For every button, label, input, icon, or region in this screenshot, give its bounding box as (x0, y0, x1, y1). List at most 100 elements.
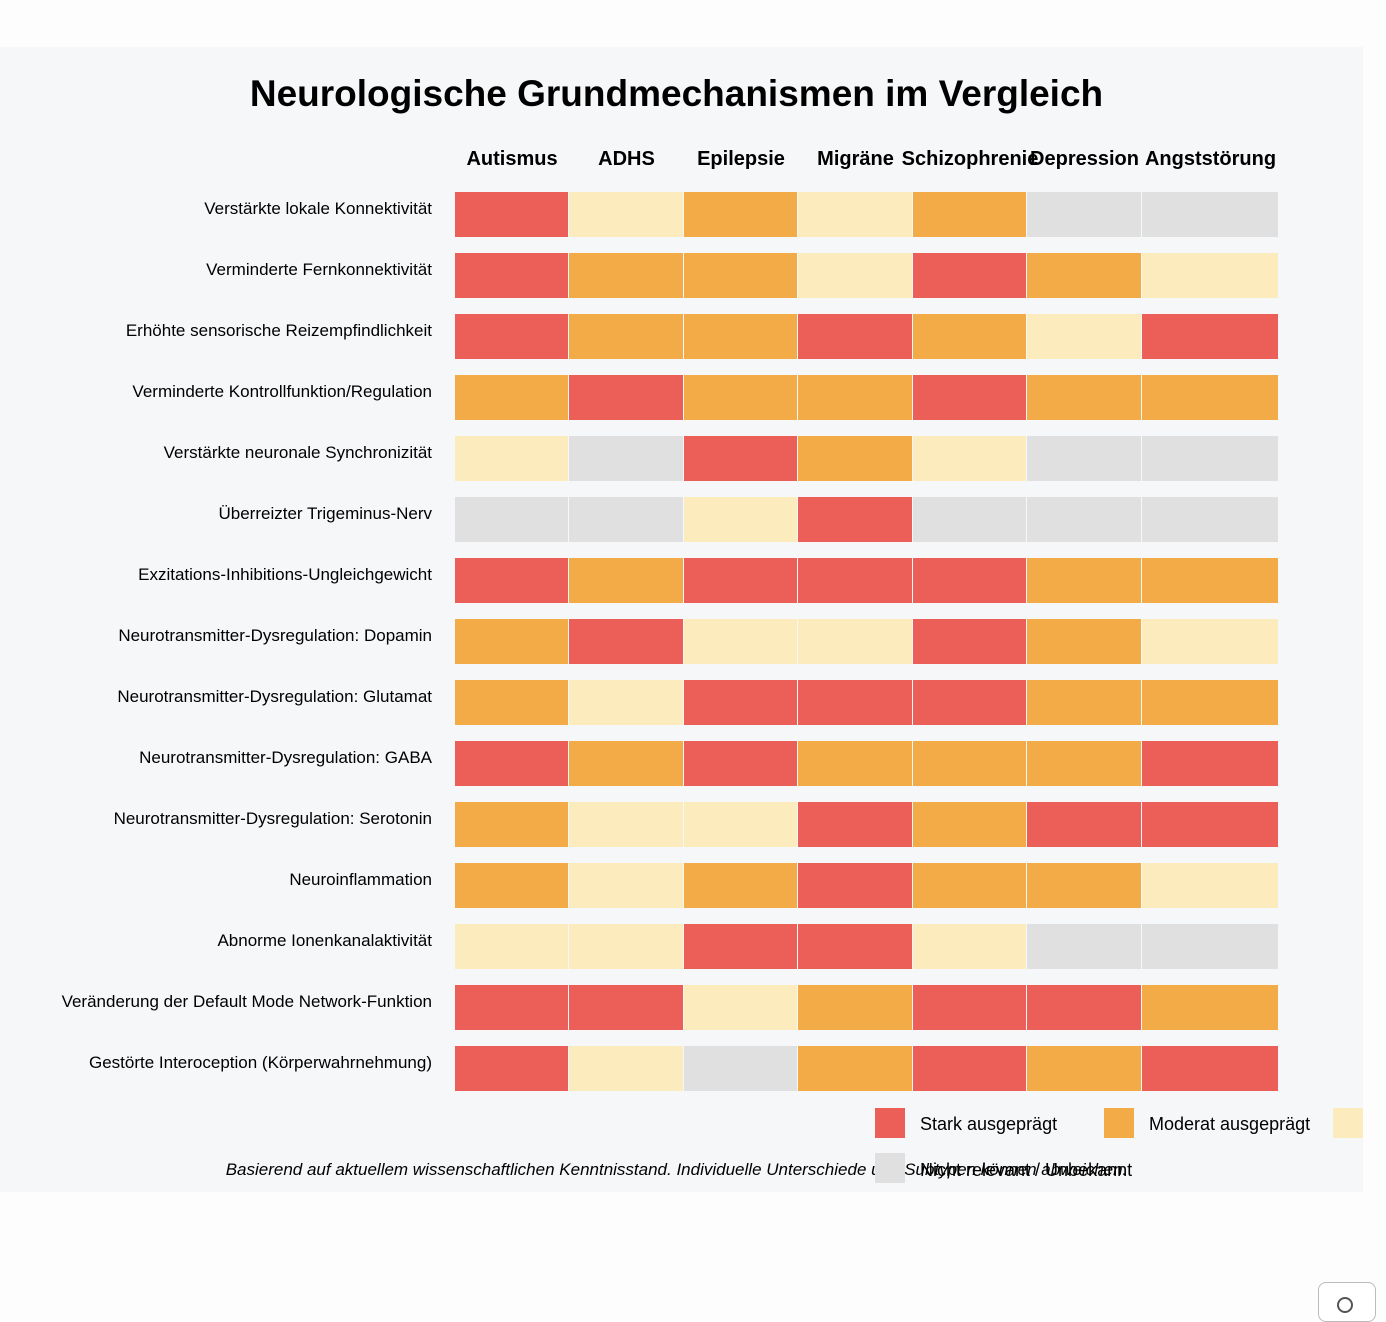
heatmap-cell (684, 314, 797, 359)
heatmap-cell (913, 497, 1026, 542)
heatmap-cell (455, 1046, 568, 1091)
heatmap-cell (1142, 741, 1278, 786)
heatmap-cell (684, 863, 797, 908)
heatmap-cell (798, 680, 912, 725)
heatmap-cell (684, 253, 797, 298)
heatmap-cell (913, 375, 1026, 420)
heatmap-cell (455, 436, 568, 481)
search-button[interactable] (1318, 1282, 1376, 1322)
heatmap-cell (684, 497, 797, 542)
heatmap-cell (913, 802, 1026, 847)
heatmap-cell (569, 985, 683, 1030)
heatmap-cell (798, 375, 912, 420)
heatmap-cell (1027, 558, 1141, 603)
heatmap-cell (913, 741, 1026, 786)
heatmap-cell (684, 985, 797, 1030)
row-label: Verstärkte neuronale Synchronizität (163, 443, 432, 462)
heatmap-cell (684, 192, 797, 237)
chart-title: Neurologische Grundmechanismen im Vergle… (249, 73, 1104, 114)
heatmap-cell (798, 192, 912, 237)
row-label: Gestörte Interoception (Körperwahrnehmun… (88, 1053, 432, 1072)
legend-label: Nicht relevant / Unbekannt (920, 1160, 1133, 1180)
heatmap-cell (1142, 375, 1278, 420)
heatmap-cell (455, 497, 568, 542)
heatmap-cell (1142, 314, 1278, 359)
heatmap-cell (1142, 985, 1278, 1030)
heatmap-cell (455, 680, 568, 725)
heatmap-cell (1027, 192, 1141, 237)
row-label: Überreizter Trigeminus-Nerv (218, 504, 433, 523)
heatmap-cell (569, 741, 683, 786)
heatmap-cell (569, 558, 683, 603)
heatmap-cell (1142, 680, 1278, 725)
heatmap-cell (569, 192, 683, 237)
row-label: Exzitations-Inhibitions-Ungleichgewicht (138, 565, 432, 584)
column-header: Schizophrenie (901, 148, 1039, 170)
heatmap-cell (798, 1046, 912, 1091)
heatmap-cell (569, 680, 683, 725)
column-header: Depression (1030, 148, 1139, 170)
row-label: Neurotransmitter-Dysregulation: Glutamat (117, 687, 432, 706)
heatmap-cell (1027, 924, 1141, 969)
heatmap-cell (569, 1046, 683, 1091)
heatmap-cell (684, 802, 797, 847)
heatmap-cell (1027, 497, 1141, 542)
heatmap-cell (455, 314, 568, 359)
heatmap-cell (913, 558, 1026, 603)
heatmap-cell (798, 985, 912, 1030)
heatmap-cell (1142, 558, 1278, 603)
column-header: Angststörung (1144, 148, 1277, 170)
heatmap-cell (798, 924, 912, 969)
heatmap-cell (913, 680, 1026, 725)
heatmap-cell (1142, 802, 1278, 847)
heatmap-cell (569, 253, 683, 298)
heatmap-cell (798, 863, 912, 908)
heatmap-cell (569, 619, 683, 664)
heatmap-cell (798, 802, 912, 847)
legend-label: Moderat ausgeprägt (1149, 1114, 1311, 1134)
legend-label: Stark ausgeprägt (920, 1114, 1058, 1134)
heatmap-cell (913, 192, 1026, 237)
heatmap-cell (1027, 741, 1141, 786)
heatmap-cell (798, 619, 912, 664)
heatmap-cell (1142, 1046, 1278, 1091)
row-label: Erhöhte sensorische Reizempfindlichkeit (125, 321, 432, 340)
legend-swatch (1333, 1108, 1363, 1138)
heatmap-cell (1142, 497, 1278, 542)
heatmap-cell (1027, 1046, 1141, 1091)
heatmap-cell (798, 741, 912, 786)
heatmap-cell (1027, 375, 1141, 420)
heatmap-cell (569, 497, 683, 542)
heatmap-cell (684, 741, 797, 786)
heatmap-cell (913, 436, 1026, 481)
heatmap-cell (1027, 802, 1141, 847)
heatmap-cell (913, 924, 1026, 969)
heatmap-cell (455, 375, 568, 420)
column-header: Autismus (466, 148, 558, 170)
heatmap-cell (1027, 253, 1141, 298)
heatmap-cell (913, 1046, 1026, 1091)
heatmap-cell (455, 863, 568, 908)
heatmap-cell (455, 802, 568, 847)
heatmap-cell (684, 375, 797, 420)
heatmap-cell (1027, 436, 1141, 481)
heatmap-cell (1142, 436, 1278, 481)
heatmap-cell (1027, 680, 1141, 725)
heatmap-cell (569, 924, 683, 969)
column-header: Migräne (817, 148, 894, 170)
heatmap-cell (684, 436, 797, 481)
heatmap-cell (1027, 314, 1141, 359)
heatmap-cell (569, 375, 683, 420)
heatmap-cell (1142, 863, 1278, 908)
column-header: ADHS (598, 148, 655, 170)
heatmap-cell (798, 497, 912, 542)
heatmap-cell (913, 314, 1026, 359)
chart-footnote: Basierend auf aktuellem wissenschaftlich… (225, 1160, 1128, 1179)
heatmap-cell (1142, 192, 1278, 237)
heatmap-cell (684, 680, 797, 725)
heatmap-cell (1142, 924, 1278, 969)
legend-swatch (875, 1108, 905, 1138)
heatmap-cell (569, 802, 683, 847)
row-label: Neuroinflammation (289, 870, 432, 889)
heatmap-cell (684, 619, 797, 664)
